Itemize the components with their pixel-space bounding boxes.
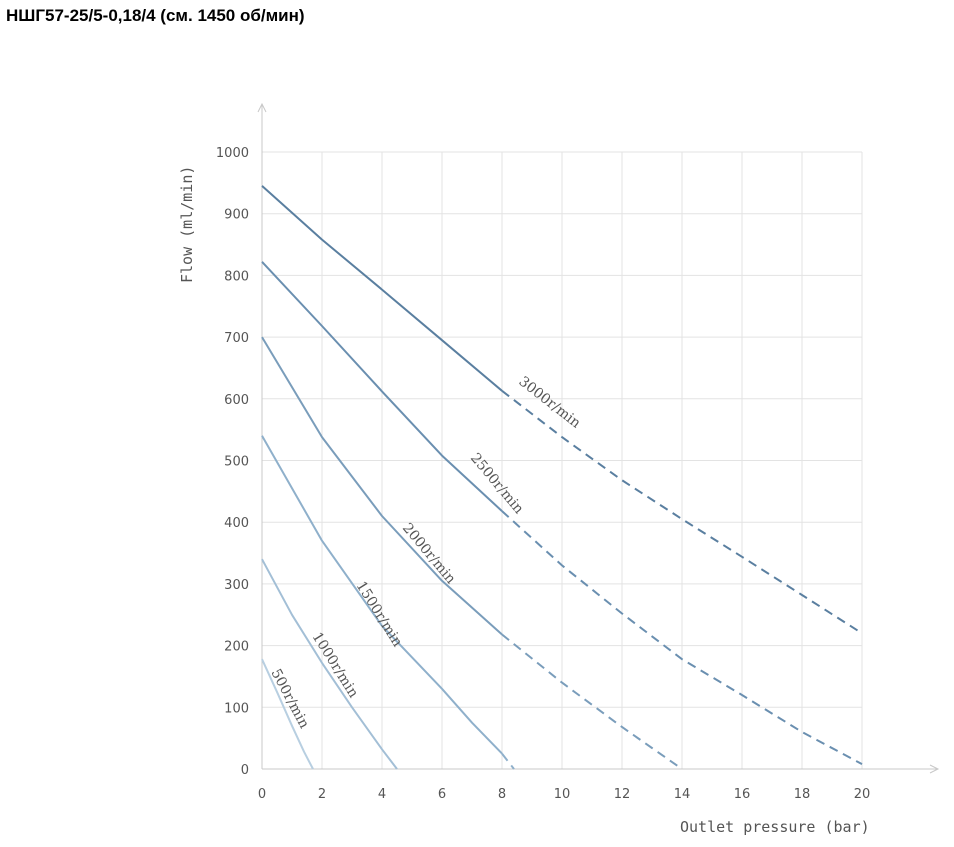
series-line-solid: [261, 336, 503, 636]
x-tick-label: 2: [318, 787, 326, 802]
series-line-solid: [261, 185, 503, 392]
series-line-dashed: [501, 752, 515, 770]
page-title: НШГ57-25/5-0,18/4 (см. 1450 об/мин): [6, 6, 305, 25]
curve-label: 1000r/min: [309, 630, 362, 701]
y-axis-arrow-icon: [257, 102, 267, 113]
series-line-dashed: [501, 510, 863, 765]
x-tick-label: 0: [258, 787, 266, 802]
axes: [257, 102, 940, 774]
curve-label: 1500r/min: [353, 579, 406, 650]
x-tick-label: 20: [854, 787, 871, 802]
y-tick-label: 400: [224, 516, 249, 531]
series-line-solid: [261, 558, 398, 770]
x-axis-label: Outlet pressure (bar): [680, 818, 870, 836]
series-line-solid: [261, 435, 503, 755]
y-tick-label: 800: [224, 269, 249, 284]
y-tick-label: 1000: [216, 146, 249, 161]
curve-label: 3000r/min: [516, 374, 584, 432]
x-tick-label: 10: [554, 787, 571, 802]
x-tick-label: 12: [614, 787, 631, 802]
y-tick-label: 0: [241, 763, 249, 778]
x-tick-label: 18: [794, 787, 811, 802]
series-line-dashed: [501, 390, 863, 635]
y-axis-label: Flow (ml/min): [178, 166, 196, 283]
grid: [262, 151, 863, 769]
curves: [261, 185, 863, 770]
x-axis-arrow-icon: [929, 764, 940, 774]
x-tick-label: 4: [378, 787, 386, 802]
x-tick-label: 6: [438, 787, 446, 802]
y-tick-label: 500: [224, 455, 249, 470]
series-line-dashed: [501, 633, 683, 770]
curve-labels: 3000r/min2500r/min2000r/min1500r/min1000…: [267, 374, 583, 732]
curve-label: 2000r/min: [399, 520, 459, 587]
y-tick-label: 300: [224, 578, 249, 593]
y-tick-label: 600: [224, 393, 249, 408]
y-tick-label: 200: [224, 640, 249, 655]
x-tick-label: 16: [734, 787, 751, 802]
series-line-solid: [261, 261, 503, 512]
y-tick-label: 100: [224, 701, 249, 716]
x-tick-label: 14: [674, 787, 691, 802]
tick-labels: 0 2 4 6 8 10 12 14 16 18 2001002003004005006007008…: [216, 146, 870, 802]
x-tick-label: 8: [498, 787, 506, 802]
y-tick-label: 900: [224, 208, 249, 223]
y-tick-label: 700: [224, 331, 249, 346]
series-line-solid: [261, 658, 314, 770]
